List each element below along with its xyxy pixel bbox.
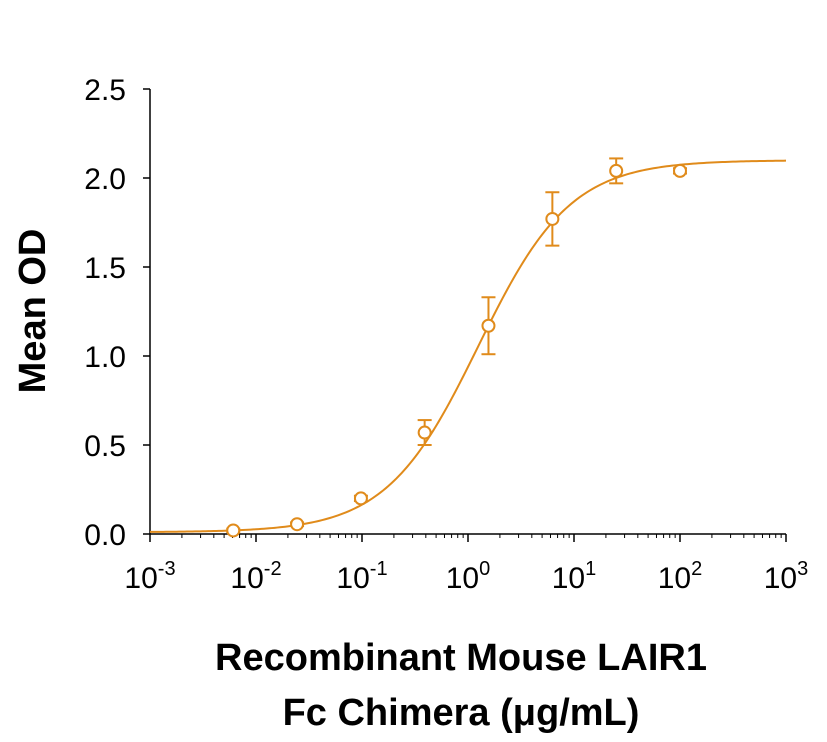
data-point-group — [290, 517, 305, 532]
data-point — [417, 425, 432, 440]
data-point-group — [609, 157, 624, 185]
x-tick-label: 10-1 — [336, 558, 387, 595]
data-point — [545, 211, 560, 226]
y-tick-label: 2.5 — [84, 74, 126, 107]
x-tick-label: 102 — [658, 558, 703, 595]
data-point-group — [545, 191, 560, 247]
data-point-group — [481, 296, 496, 356]
x-tick-label: 100 — [446, 558, 491, 595]
data-point-group — [673, 163, 687, 178]
data-point — [226, 523, 241, 538]
x-tick-label: 10-3 — [124, 558, 175, 595]
x-axis-title-line-1: Recombinant Mouse LAIR1 — [215, 637, 707, 679]
data-point — [481, 318, 496, 333]
x-axis-title-line-2: Fc Chimera (μg/mL) — [283, 692, 640, 734]
data-point — [353, 491, 368, 506]
x-tick-label: 103 — [764, 558, 809, 595]
axes — [149, 89, 786, 535]
data-points-layer — [226, 157, 687, 538]
y-tick-label: 0.0 — [84, 519, 126, 552]
x-tick-label: 10-2 — [230, 558, 281, 595]
fit-curve-layer — [149, 159, 787, 533]
x-tick-label: 101 — [552, 558, 597, 595]
y-tick-label: 0.5 — [84, 430, 126, 463]
y-tick-label: 1.5 — [84, 252, 126, 285]
data-point-group — [226, 523, 241, 538]
y-tick-label: 2.0 — [84, 163, 126, 196]
y-tick-label: 1.0 — [84, 341, 126, 374]
data-point — [290, 517, 305, 532]
y-axis-title: Mean OD — [12, 229, 54, 394]
data-point-group — [417, 419, 432, 446]
data-point-group — [353, 491, 368, 506]
data-point — [673, 163, 687, 178]
x-ticks: 10-3 10-2 10-1 100 101 102 103 — [124, 534, 808, 595]
y-ticks: 0.0 0.5 1.0 1.5 2.0 2.5 — [84, 74, 150, 552]
data-point — [609, 163, 624, 178]
fit-curve — [149, 159, 787, 533]
